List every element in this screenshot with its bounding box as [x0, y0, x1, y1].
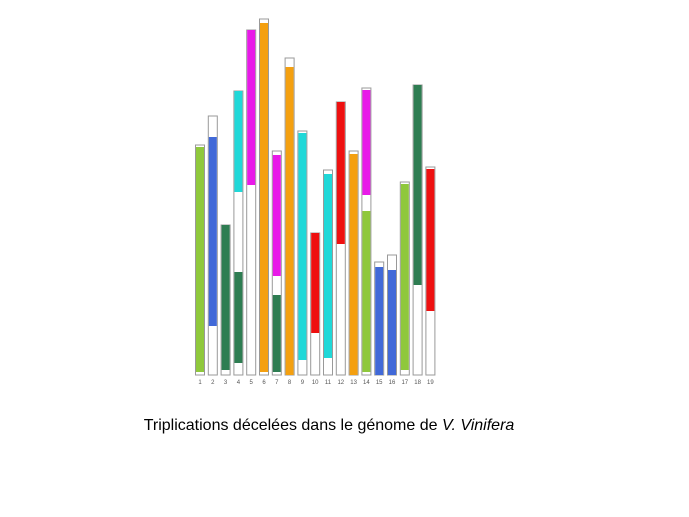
triplication-segment: [413, 85, 422, 285]
triplication-segment: [426, 169, 435, 311]
chromosome-label: 17: [401, 380, 408, 386]
chromosome-label: 9: [301, 380, 305, 386]
triplication-segment: [388, 270, 396, 375]
triplication-segment: [221, 225, 230, 370]
triplication-segment: [349, 154, 358, 375]
triplication-segment: [311, 233, 320, 333]
triplication-segment: [234, 272, 243, 363]
triplication-segment: [247, 30, 256, 185]
triplication-segment: [362, 211, 371, 372]
triplication-segment: [298, 133, 307, 360]
triplication-segment: [362, 90, 371, 195]
caption: Triplications décelées dans le génome de…: [144, 417, 515, 434]
caption-text: Triplications décelées dans le génome de: [144, 417, 442, 434]
triplication-segment: [285, 67, 294, 375]
chromosome-label: 4: [237, 380, 241, 386]
chromosome-label: 13: [350, 380, 357, 386]
chromosome-label: 11: [325, 380, 332, 386]
chromosome-label: 3: [224, 380, 228, 386]
triplication-segment: [336, 102, 345, 244]
chromosome-label: 5: [250, 380, 254, 386]
chromosome-label: 12: [337, 380, 344, 386]
triplication-segment: [196, 147, 204, 372]
triplication-segment: [272, 155, 281, 276]
triplication-segment: [208, 137, 217, 326]
triplication-segment: [324, 174, 332, 358]
caption-species: V. Vinifera: [442, 417, 514, 434]
chromosome-label: 6: [262, 380, 266, 386]
chromosome-label: 15: [376, 380, 383, 386]
chromosome-label: 8: [288, 380, 292, 386]
triplication-segment: [272, 295, 281, 372]
chromosome-label: 10: [312, 380, 319, 386]
chromosome-label: 14: [363, 380, 370, 386]
triplication-segment: [375, 267, 384, 375]
chromosome-label: 1: [198, 380, 202, 386]
triplication-segment: [260, 23, 268, 372]
chromosome-label: 7: [275, 380, 279, 386]
triplication-segment: [234, 91, 243, 192]
chromosome-set: 1 2 3 4 5 6 7 8 9 10 11 12 13 14 15 16 17 18 19: [195, 18, 436, 386]
triplication-segment: [400, 184, 409, 370]
chromosome-label: 16: [389, 380, 396, 386]
chromosome-label: 19: [427, 380, 434, 386]
chromosome-label: 2: [211, 380, 215, 386]
chromosome-label: 18: [414, 380, 421, 386]
